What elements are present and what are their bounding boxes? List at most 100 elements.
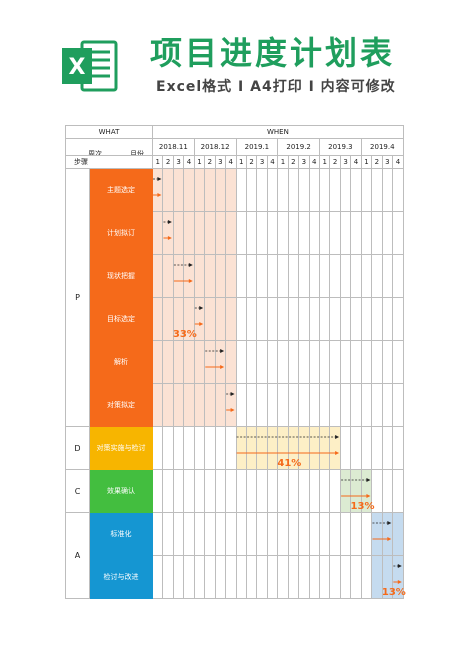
week-cell xyxy=(151,211,164,255)
week-number-cell: 3 xyxy=(214,155,227,169)
week-cell xyxy=(298,340,310,384)
week-cell xyxy=(172,383,185,427)
week-cell xyxy=(225,168,237,212)
week-cell xyxy=(392,383,404,427)
week-cell xyxy=(381,426,394,470)
week-cell xyxy=(256,211,268,255)
week-cell xyxy=(350,426,362,470)
week-cell xyxy=(277,211,289,255)
week-cell xyxy=(360,168,373,212)
week-cell xyxy=(371,469,383,513)
week-cell xyxy=(151,555,164,599)
week-cell xyxy=(266,297,279,341)
week-number-cell: 3 xyxy=(172,155,185,169)
week-cell xyxy=(235,254,247,298)
week-cell xyxy=(204,254,216,298)
week-cell xyxy=(287,555,300,599)
week-cell xyxy=(318,469,331,513)
step-cell: 对策实施与检讨 xyxy=(89,426,153,470)
week-cell xyxy=(287,512,300,556)
week-cell xyxy=(308,512,321,556)
week-cell xyxy=(360,512,373,556)
week-cell xyxy=(329,254,341,298)
week-cell xyxy=(360,254,373,298)
week-cell xyxy=(256,426,268,470)
week-cell xyxy=(381,383,394,427)
week-cell xyxy=(277,383,289,427)
week-cell xyxy=(392,555,404,599)
week-cell xyxy=(350,469,362,513)
week-cell xyxy=(350,555,362,599)
week-cell xyxy=(235,211,247,255)
week-cell xyxy=(204,340,216,384)
week-cell xyxy=(183,340,195,384)
excel-logo-icon: X xyxy=(62,40,118,92)
week-number-cell: 2 xyxy=(162,155,174,169)
week-cell xyxy=(298,254,310,298)
week-cell xyxy=(151,340,164,384)
week-cell xyxy=(277,555,289,599)
week-cell xyxy=(392,254,404,298)
week-cell xyxy=(287,211,300,255)
week-cell xyxy=(350,340,362,384)
step-cell: 检讨与改进 xyxy=(89,555,153,599)
week-cell xyxy=(172,211,185,255)
week-cell xyxy=(339,555,352,599)
week-cell xyxy=(339,512,352,556)
week-cell xyxy=(214,426,227,470)
month-cell: 2019.2 xyxy=(277,138,320,156)
week-cell xyxy=(392,211,404,255)
week-cell xyxy=(172,254,185,298)
week-cell xyxy=(318,297,331,341)
week-cell xyxy=(151,426,164,470)
phase-cell: C xyxy=(65,469,90,513)
week-number-cell: 4 xyxy=(266,155,279,169)
week-cell xyxy=(225,426,237,470)
week-cell xyxy=(162,168,174,212)
week-cell xyxy=(245,340,258,384)
week-cell xyxy=(172,426,185,470)
week-cell xyxy=(193,512,206,556)
week-cell xyxy=(225,254,237,298)
week-cell xyxy=(245,211,258,255)
week-cell xyxy=(318,383,331,427)
week-number-cell: 3 xyxy=(298,155,310,169)
week-cell xyxy=(360,340,373,384)
week-cell xyxy=(162,426,174,470)
step-cell: 现状把握 xyxy=(89,254,153,298)
week-cell xyxy=(371,383,383,427)
week-cell xyxy=(256,512,268,556)
week-number-cell: 3 xyxy=(256,155,268,169)
week-cell xyxy=(329,340,341,384)
week-cell xyxy=(329,512,341,556)
week-number-cell: 1 xyxy=(360,155,373,169)
week-cell xyxy=(193,555,206,599)
week-cell xyxy=(381,254,394,298)
week-cell xyxy=(308,426,321,470)
week-cell xyxy=(381,211,394,255)
logo-letter: X xyxy=(69,55,86,80)
week-cell xyxy=(235,512,247,556)
week-cell xyxy=(266,383,279,427)
week-number-cell: 4 xyxy=(308,155,321,169)
week-cell xyxy=(308,254,321,298)
step-cell: 标准化 xyxy=(89,512,153,556)
week-cell xyxy=(350,254,362,298)
week-cell xyxy=(371,168,383,212)
week-number-cell: 2 xyxy=(371,155,383,169)
week-cell xyxy=(339,426,352,470)
week-cell xyxy=(172,340,185,384)
week-cell xyxy=(256,469,268,513)
week-cell xyxy=(183,297,195,341)
week-cell xyxy=(151,469,164,513)
week-cell xyxy=(204,555,216,599)
week-cell xyxy=(193,426,206,470)
week-cell xyxy=(235,555,247,599)
week-cell xyxy=(318,254,331,298)
step-cell: 目标选定 xyxy=(89,297,153,341)
week-cell xyxy=(204,211,216,255)
step-cell: 对策拟定 xyxy=(89,383,153,427)
phase-cell: D xyxy=(65,426,90,470)
week-cell xyxy=(204,297,216,341)
week-cell xyxy=(245,383,258,427)
